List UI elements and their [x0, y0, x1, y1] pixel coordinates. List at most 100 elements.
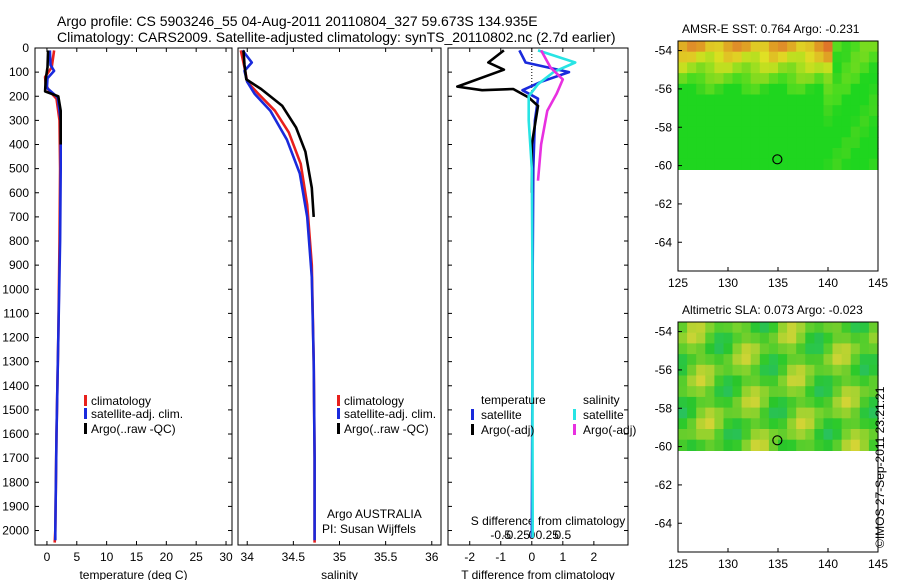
map-cell	[723, 83, 734, 96]
map-cell	[696, 386, 706, 398]
map-cell	[678, 105, 688, 117]
map-cell	[741, 375, 752, 387]
x-tick-label: -2	[464, 550, 475, 564]
map-cell	[841, 439, 852, 451]
series-line-argorawqc	[242, 50, 315, 217]
map-cell	[678, 407, 688, 419]
map-cell	[805, 343, 815, 355]
map-cell	[850, 418, 861, 430]
difference-panel: -2 -1 0 1 2 T difference from climatology S di…	[447, 47, 636, 580]
x-tick-label: 135	[768, 557, 788, 571]
map-cell	[805, 429, 815, 441]
legend-swatch	[471, 424, 474, 435]
map-cell	[796, 148, 806, 160]
map-cell	[714, 364, 725, 377]
map-cell	[868, 429, 879, 441]
map-cell	[750, 418, 761, 430]
map-cell	[832, 94, 843, 106]
map-cell	[750, 73, 761, 85]
map-cell	[741, 407, 752, 419]
map-cell	[814, 354, 825, 366]
map-cell	[814, 83, 825, 96]
map-cell	[759, 73, 770, 85]
map-cell	[859, 51, 870, 63]
map-cell	[778, 126, 788, 138]
map-cell	[732, 158, 743, 170]
map-cell	[832, 386, 843, 398]
map-cell	[850, 148, 861, 160]
x-axis-label: salinity	[321, 568, 358, 580]
map-cell	[841, 343, 852, 355]
map-cell	[841, 364, 852, 377]
map-cell	[732, 354, 743, 366]
map-cell	[850, 137, 861, 149]
map-cell	[687, 439, 697, 451]
legend-swatch	[84, 408, 87, 419]
x-tick-label: 0	[44, 550, 51, 564]
map-cell	[841, 137, 852, 149]
map-cell	[778, 51, 788, 63]
map-cell	[759, 354, 770, 366]
map-cell	[805, 158, 815, 170]
y-tick-label: 600	[9, 186, 29, 200]
sla-map-panel: Altimetric SLA: 0.073 Argo: -0.023 125 130…	[655, 303, 889, 571]
map-cell	[859, 364, 870, 377]
legend-label: Argo(..raw -QC)	[344, 422, 429, 436]
map-cell	[787, 83, 797, 96]
map-cell	[868, 354, 879, 366]
legend-title: temperature	[481, 393, 546, 407]
map-cell	[759, 343, 770, 355]
map-cell	[768, 94, 779, 106]
map-cell	[805, 105, 815, 117]
x-tick-label: 130	[718, 276, 738, 290]
x-tick-label: 36	[425, 550, 439, 564]
map-cell	[841, 429, 852, 441]
map-cell	[759, 386, 770, 398]
map-cell	[723, 354, 734, 366]
map-cell	[832, 126, 843, 138]
map-cell	[768, 126, 779, 138]
map-cell	[805, 51, 815, 63]
map-cell	[850, 105, 861, 117]
map-cell	[696, 375, 706, 387]
map-cell	[850, 158, 861, 170]
map-cell	[759, 418, 770, 430]
map-cell	[823, 105, 834, 117]
map-cell	[678, 354, 688, 366]
map-cell	[823, 158, 834, 170]
map-cell	[768, 439, 779, 451]
map-cell	[778, 94, 788, 106]
map-cell	[696, 343, 706, 355]
map-cell	[768, 62, 779, 74]
map-cell	[832, 407, 843, 419]
map-cell	[778, 332, 788, 344]
map-cell	[678, 126, 688, 138]
map-cell	[768, 364, 779, 377]
x-tick-label: 140	[818, 557, 838, 571]
map-cell	[750, 396, 761, 409]
map-cell	[850, 354, 861, 366]
map-cell	[741, 94, 752, 106]
map-cell	[850, 386, 861, 398]
map-cell	[814, 94, 825, 106]
map-cell	[805, 322, 815, 334]
map-cell	[705, 73, 715, 85]
map-cell	[859, 439, 870, 451]
y-tick-label: 1500	[2, 403, 29, 417]
map-cell	[696, 148, 706, 160]
map-cell	[868, 83, 879, 96]
map-cell	[741, 62, 752, 74]
map-cell	[787, 375, 797, 387]
y-tick-label: -54	[655, 325, 673, 339]
map-cell	[832, 137, 843, 149]
map-cell	[714, 407, 725, 419]
map-cell	[814, 332, 825, 344]
map-cell	[823, 429, 834, 441]
map-cell	[696, 429, 706, 441]
map-cell	[678, 343, 688, 355]
map-cell	[714, 429, 725, 441]
map-cell	[687, 364, 697, 377]
map-cell	[723, 332, 734, 344]
map-cell	[778, 407, 788, 419]
map-cell	[850, 439, 861, 451]
